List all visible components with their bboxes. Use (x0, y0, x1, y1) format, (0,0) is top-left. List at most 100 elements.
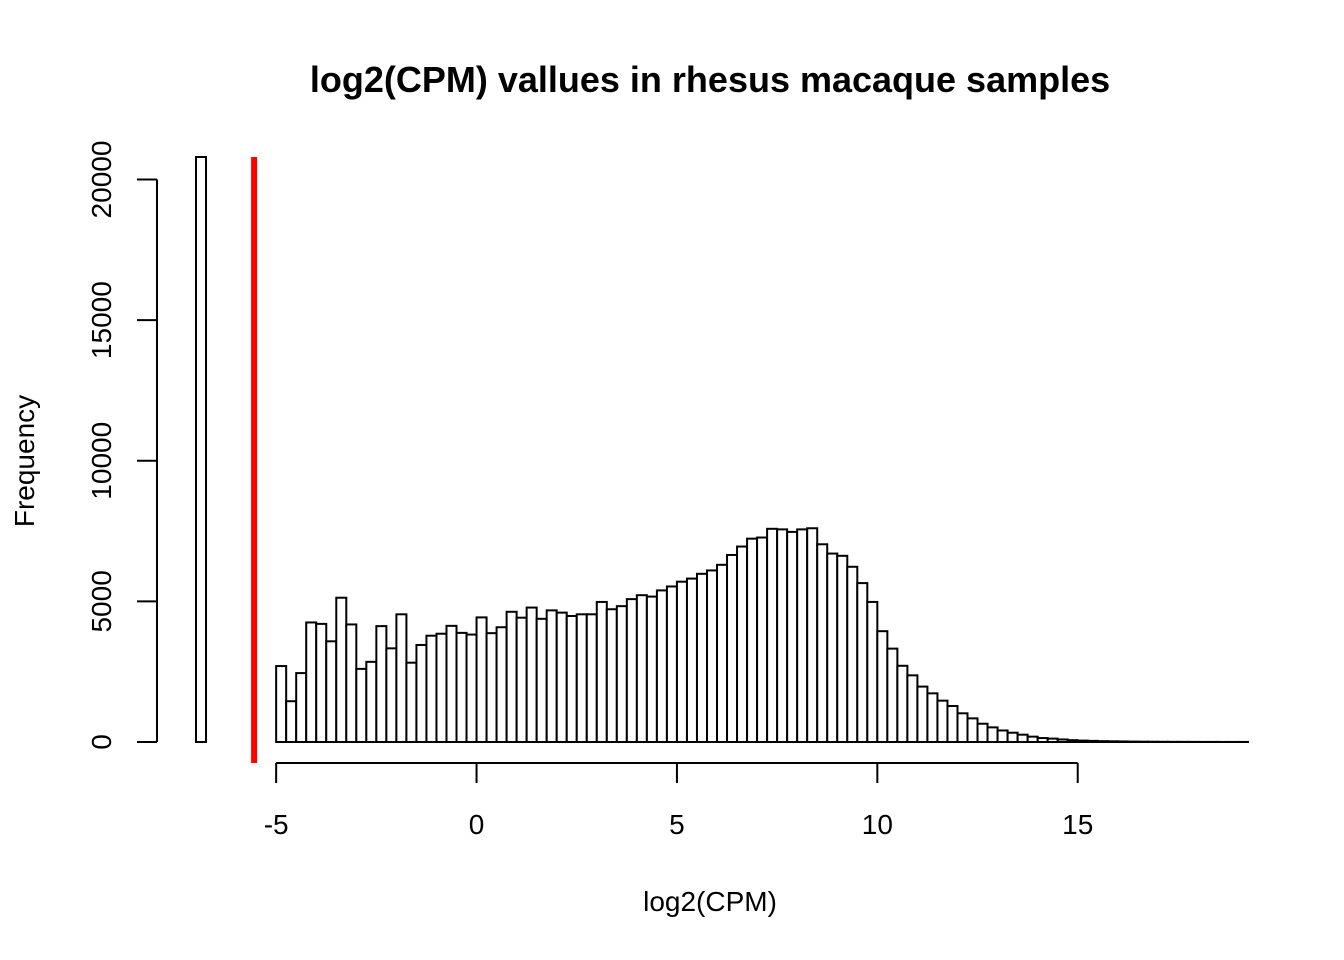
histogram-bar (886, 647, 899, 743)
histogram-bar (1086, 739, 1099, 743)
histogram-bar (335, 596, 348, 743)
histogram-bar (665, 585, 678, 743)
histogram-bar (936, 699, 949, 743)
histogram-bar (866, 600, 879, 743)
x-tick-label: 10 (862, 809, 893, 840)
histogram-bar (986, 726, 999, 743)
histogram-bar (675, 580, 688, 743)
histogram-bar (1056, 738, 1069, 743)
y-axis-label: Frequency (9, 395, 40, 527)
histogram-bar (756, 536, 769, 743)
histogram-bar (1026, 735, 1039, 743)
histogram-bar (655, 589, 668, 743)
histogram-bar (615, 605, 628, 743)
histogram-bar (625, 598, 638, 743)
histogram-bar (495, 626, 508, 743)
histogram-bar (395, 613, 408, 743)
histogram-bar (906, 674, 919, 743)
histogram-bar (946, 705, 959, 743)
histogram-bar (1066, 739, 1079, 743)
x-tick-label: 5 (669, 809, 685, 840)
x-tick-label: 0 (469, 809, 485, 840)
histogram-bar (685, 577, 698, 743)
histogram-bar (425, 634, 438, 743)
histogram-bar (315, 622, 328, 743)
histogram-bar (766, 527, 779, 743)
histogram-bar (1036, 737, 1049, 743)
histogram-bar (545, 609, 558, 743)
histogram-bar (635, 594, 648, 743)
x-axis: -5 0 5 10 15 (264, 762, 1093, 840)
histogram-bar (1016, 733, 1029, 743)
histogram-bar (816, 543, 829, 743)
histogram-bar (705, 569, 719, 743)
histogram-bar (605, 608, 618, 743)
histogram-bar (1006, 731, 1019, 743)
histogram-bar (535, 617, 548, 743)
histogram-bar (355, 667, 368, 743)
histogram-bar (475, 616, 488, 743)
histogram-bar (565, 615, 578, 743)
histogram-bar (525, 606, 538, 743)
histogram-bar (465, 633, 478, 743)
histogram-bar (435, 632, 448, 743)
histogram-bar (846, 565, 859, 743)
histogram-bar (485, 632, 498, 743)
histogram-bar (585, 613, 598, 743)
x-axis-label: log2(CPM) (643, 886, 777, 917)
histogram-bar (726, 553, 739, 743)
histogram-bar (365, 660, 378, 743)
histogram-bar (876, 630, 889, 743)
histogram-bar (916, 685, 929, 743)
histogram-bar (455, 631, 468, 743)
histogram-bar (295, 672, 308, 743)
x-tick-label: -5 (264, 809, 289, 840)
histogram-bar (695, 572, 708, 743)
histogram-bar (776, 528, 789, 743)
histogram-bars (195, 156, 1250, 744)
histogram-bar (1046, 737, 1059, 743)
histogram-bar (385, 647, 398, 743)
histogram-bar (736, 545, 749, 743)
histogram-bar (746, 537, 759, 743)
histogram-bar (976, 722, 989, 743)
histogram-bar (836, 554, 849, 743)
histogram-bar (515, 616, 528, 743)
histogram-bar (345, 623, 358, 743)
histogram-bar (195, 156, 208, 743)
y-tick-label: 5000 (86, 570, 117, 632)
histogram-bar (796, 528, 809, 743)
histogram-bar (956, 712, 969, 743)
histogram-bar (305, 621, 318, 743)
histogram-bar (966, 717, 979, 743)
y-tick-label: 15000 (86, 281, 117, 359)
histogram-bar (1096, 740, 1109, 743)
histogram-bar (716, 563, 729, 743)
histogram-bar (926, 692, 939, 743)
histogram-bar (1076, 739, 1089, 743)
histogram-bar (595, 600, 608, 743)
histogram-bar (645, 595, 658, 743)
histogram-bar (285, 700, 298, 743)
x-tick-label: 15 (1062, 809, 1093, 840)
histogram-bar (325, 640, 338, 743)
histogram-bar (415, 643, 428, 743)
histogram-bar (275, 665, 288, 743)
histogram-bar (1116, 740, 1129, 743)
histogram-bar (826, 552, 839, 743)
histogram-bar (555, 611, 568, 743)
histogram-bar (806, 527, 819, 743)
histogram-bar (445, 624, 458, 743)
y-axis: 0 5000 10000 15000 20000 (86, 141, 158, 750)
y-tick-label: 20000 (86, 141, 117, 219)
histogram-bar (575, 613, 588, 743)
histogram-bar (896, 664, 909, 743)
y-tick-label: 0 (86, 734, 117, 750)
histogram-bar (786, 530, 799, 743)
histogram-bar (1106, 740, 1119, 743)
y-tick-label: 10000 (86, 422, 117, 500)
histogram-bar (856, 582, 869, 743)
chart-title: log2(CPM) vallues in rhesus macaque samp… (310, 59, 1110, 100)
